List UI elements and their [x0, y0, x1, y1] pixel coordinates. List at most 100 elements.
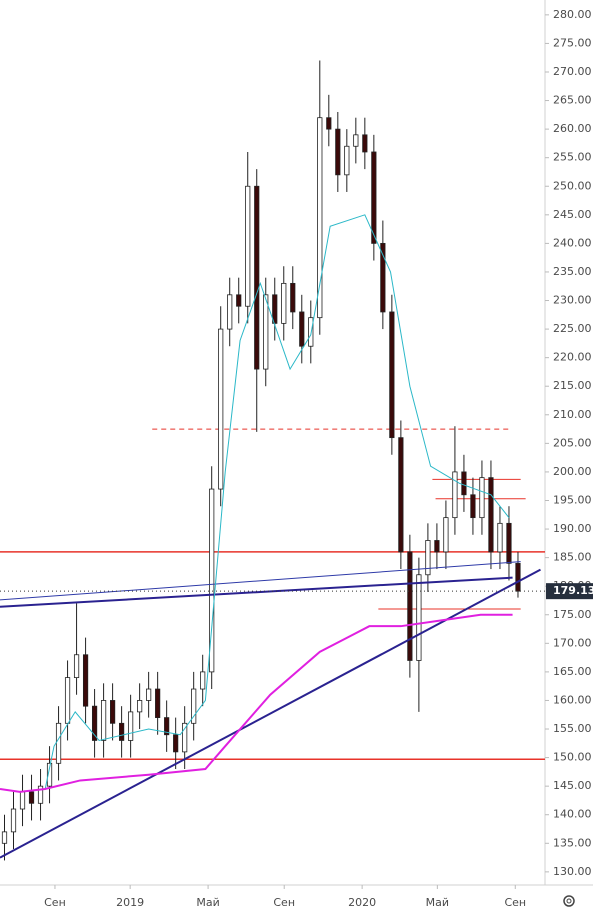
- y-tick-label: 240.00: [553, 236, 592, 249]
- candle-body: [506, 522, 512, 564]
- candle-body: [46, 762, 53, 787]
- x-tick-label: Сен: [273, 896, 295, 909]
- candle-body: [128, 711, 134, 741]
- candle-body: [146, 688, 152, 701]
- candle-body: [28, 791, 35, 804]
- settings-gear[interactable]: [563, 895, 575, 907]
- overlay-line: [0, 568, 541, 859]
- candle-body: [299, 311, 305, 347]
- candle-body: [245, 185, 251, 307]
- candle-body: [254, 185, 260, 370]
- candle-body: [452, 471, 458, 519]
- candle-body: [100, 700, 107, 741]
- candle-body: [407, 551, 413, 661]
- candle-body: [515, 562, 521, 592]
- y-tick-label: 155.00: [553, 722, 592, 735]
- y-tick-label: 220.00: [553, 351, 592, 364]
- x-tick-label: 2020: [348, 896, 376, 909]
- y-tick-label: 145.00: [553, 779, 592, 792]
- last-price-label: 179.13: [553, 584, 593, 597]
- candle-body: [281, 282, 287, 324]
- candle-body: [137, 700, 143, 713]
- candle-body: [488, 477, 494, 553]
- overlay-line: [0, 561, 521, 601]
- y-tick-label: 225.00: [553, 322, 592, 335]
- candle-body: [64, 677, 71, 724]
- y-tick-label: 200.00: [553, 465, 592, 478]
- x-tick-label: Сен: [504, 896, 526, 909]
- candle-body: [443, 517, 449, 553]
- candle-body: [272, 294, 278, 324]
- candle-body: [380, 242, 386, 313]
- candle-body: [218, 328, 224, 490]
- candle-body: [389, 311, 395, 439]
- y-tick-label: 165.00: [553, 665, 592, 678]
- y-tick-label: 280.00: [553, 8, 592, 21]
- candle-body: [416, 574, 422, 661]
- candle-body: [290, 282, 296, 313]
- y-tick-label: 205.00: [553, 436, 592, 449]
- x-tick-label: Май: [196, 896, 219, 909]
- candle-body: [19, 791, 26, 810]
- candle-body: [326, 117, 332, 130]
- candle-body: [82, 654, 89, 707]
- x-tick-label: Сен: [44, 896, 66, 909]
- candle-body: [434, 540, 440, 553]
- settings-gear-hub[interactable]: [566, 898, 572, 904]
- last-price-box: [546, 583, 593, 600]
- y-tick-label: 160.00: [553, 693, 592, 706]
- overlay-line: [0, 613, 513, 793]
- y-tick-label: 195.00: [553, 493, 592, 506]
- candle-body: [353, 134, 359, 147]
- x-tick-label: Май: [426, 896, 449, 909]
- candle-body: [182, 722, 188, 753]
- settings-icon[interactable]: [563, 895, 575, 907]
- candle-body: [119, 722, 125, 741]
- candle-body: [10, 808, 17, 833]
- y-tick-label: 245.00: [553, 208, 592, 221]
- candle-body: [91, 705, 98, 741]
- y-tick-label: 265.00: [553, 94, 592, 107]
- y-tick-label: 250.00: [553, 179, 592, 192]
- candle-body: [335, 128, 341, 176]
- candle-body: [263, 294, 269, 370]
- y-tick-label: 210.00: [553, 408, 592, 421]
- candle-body: [209, 488, 215, 673]
- y-tick-label: 175.00: [553, 608, 592, 621]
- candle-body: [227, 294, 233, 330]
- y-tick-label: 170.00: [553, 636, 592, 649]
- overlay-line: [44, 214, 510, 790]
- candle-body: [317, 117, 323, 319]
- candle-body: [236, 294, 242, 307]
- y-tick-label: 150.00: [553, 751, 592, 764]
- y-tick-label: 270.00: [553, 65, 592, 78]
- candle-body: [55, 722, 62, 764]
- y-tick-label: 215.00: [553, 379, 592, 392]
- candle-body: [362, 134, 368, 153]
- candle-body: [479, 477, 485, 519]
- candle-body: [173, 734, 179, 753]
- candle-body: [470, 494, 476, 519]
- candle-body: [461, 471, 467, 496]
- y-tick-label: 260.00: [553, 122, 592, 135]
- y-tick-label: 275.00: [553, 36, 592, 49]
- y-tick-label: 190.00: [553, 522, 592, 535]
- candle-body: [164, 717, 170, 736]
- candle-body: [398, 437, 404, 553]
- candle-body: [37, 785, 44, 804]
- candle-body: [497, 522, 503, 553]
- y-tick-label: 255.00: [553, 151, 592, 164]
- y-tick-label: 135.00: [553, 836, 592, 849]
- candle-body: [371, 151, 377, 244]
- y-tick-label: 230.00: [553, 294, 592, 307]
- candle-body: [1, 831, 8, 844]
- candle-body: [200, 671, 206, 690]
- candle-body: [110, 700, 116, 724]
- candle-body: [344, 145, 350, 176]
- candle-body: [73, 654, 80, 679]
- candle-body: [308, 317, 314, 347]
- plot-area: [0, 60, 545, 861]
- y-tick-label: 235.00: [553, 265, 592, 278]
- overlay-line: [0, 576, 513, 608]
